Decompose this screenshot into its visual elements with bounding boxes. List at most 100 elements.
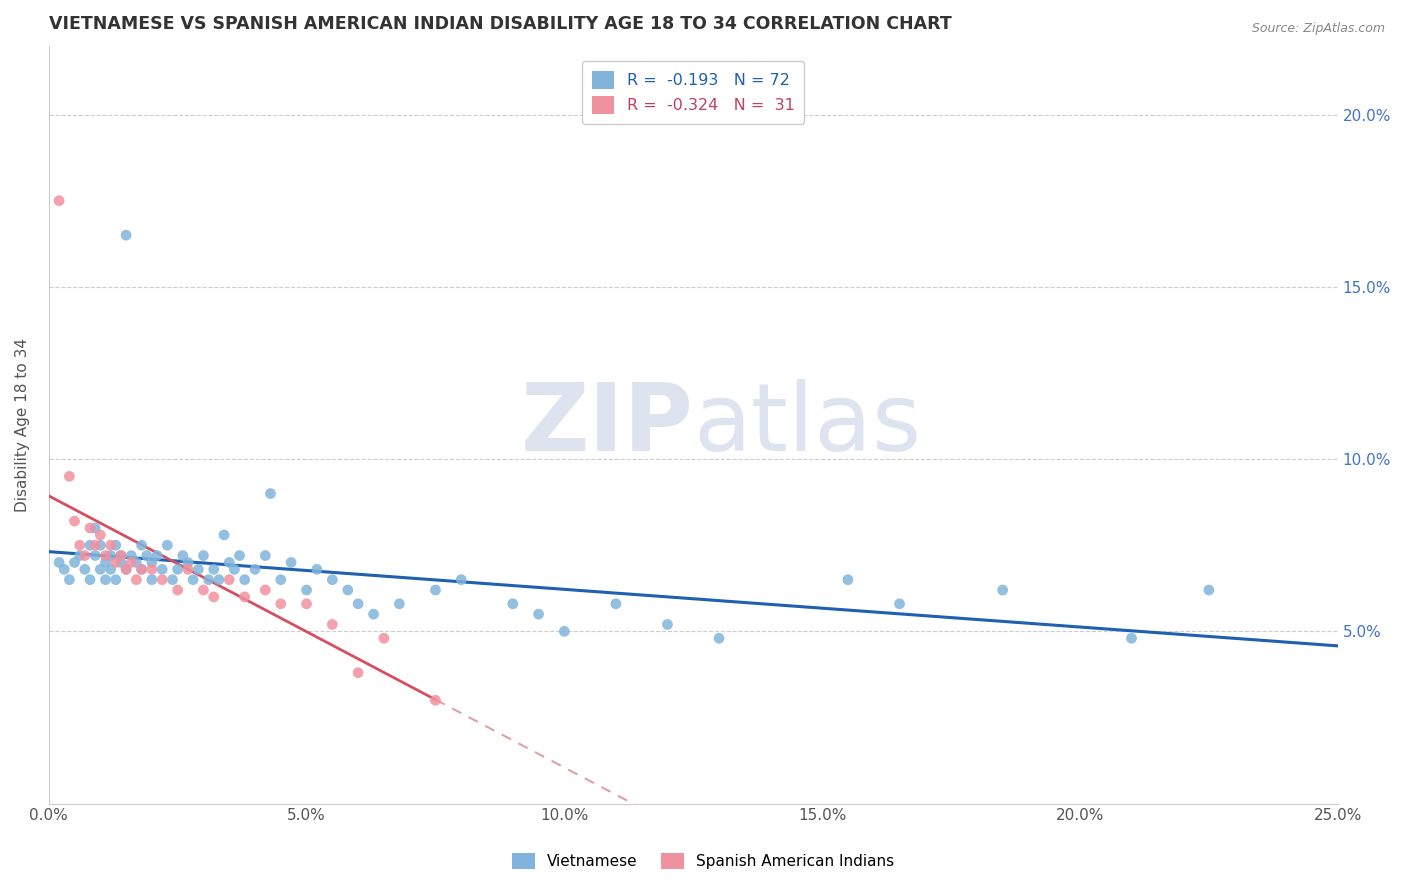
Point <box>94 573 117 587</box>
Point <box>889 597 911 611</box>
Point <box>527 607 550 621</box>
Point <box>657 617 679 632</box>
Point <box>212 528 235 542</box>
Point <box>110 549 132 563</box>
Point <box>233 590 256 604</box>
Point <box>53 562 76 576</box>
Point <box>254 582 277 597</box>
Point <box>94 556 117 570</box>
Point <box>218 556 240 570</box>
Point <box>321 617 343 632</box>
Point <box>254 549 277 563</box>
Point <box>48 556 70 570</box>
Point <box>166 562 188 576</box>
Point <box>48 194 70 208</box>
Point <box>193 582 215 597</box>
Point <box>605 597 627 611</box>
Point <box>131 538 153 552</box>
Point <box>100 562 122 576</box>
Point <box>347 665 370 680</box>
Point <box>100 549 122 563</box>
Point <box>150 573 173 587</box>
Point <box>707 632 730 646</box>
Point <box>135 549 157 563</box>
Point <box>63 556 86 570</box>
Point <box>388 597 411 611</box>
Point <box>373 632 395 646</box>
Point <box>125 556 148 570</box>
Point <box>553 624 575 639</box>
Legend: Vietnamese, Spanish American Indians: Vietnamese, Spanish American Indians <box>506 847 900 875</box>
Point <box>1121 632 1143 646</box>
Point <box>63 514 86 528</box>
Text: Source: ZipAtlas.com: Source: ZipAtlas.com <box>1251 22 1385 36</box>
Point <box>100 538 122 552</box>
Point <box>305 562 328 576</box>
Point <box>295 597 318 611</box>
Point <box>259 486 281 500</box>
Point <box>228 549 250 563</box>
Point <box>110 549 132 563</box>
Point <box>295 582 318 597</box>
Point <box>115 228 138 243</box>
Point <box>79 521 101 535</box>
Point <box>146 549 169 563</box>
Point <box>187 562 209 576</box>
Point <box>104 573 127 587</box>
Point <box>218 573 240 587</box>
Point <box>150 562 173 576</box>
Point <box>177 562 200 576</box>
Point <box>425 693 447 707</box>
Point <box>79 538 101 552</box>
Point <box>89 562 111 576</box>
Point <box>104 556 127 570</box>
Point <box>58 469 80 483</box>
Point <box>120 556 142 570</box>
Point <box>120 549 142 563</box>
Point <box>73 549 96 563</box>
Point <box>131 562 153 576</box>
Point <box>243 562 266 576</box>
Point <box>73 562 96 576</box>
Point <box>270 573 292 587</box>
Point <box>197 573 219 587</box>
Point <box>224 562 246 576</box>
Point <box>141 573 163 587</box>
Text: ZIP: ZIP <box>520 378 693 471</box>
Point <box>991 582 1014 597</box>
Point <box>502 597 524 611</box>
Point <box>166 582 188 597</box>
Point <box>125 573 148 587</box>
Point <box>1198 582 1220 597</box>
Text: VIETNAMESE VS SPANISH AMERICAN INDIAN DISABILITY AGE 18 TO 34 CORRELATION CHART: VIETNAMESE VS SPANISH AMERICAN INDIAN DI… <box>49 15 952 33</box>
Point <box>156 538 179 552</box>
Point <box>181 573 204 587</box>
Legend: R =  -0.193   N = 72, R =  -0.324   N =  31: R = -0.193 N = 72, R = -0.324 N = 31 <box>582 62 804 124</box>
Point <box>270 597 292 611</box>
Point <box>84 538 107 552</box>
Point <box>131 562 153 576</box>
Point <box>58 573 80 587</box>
Point <box>84 521 107 535</box>
Point <box>84 549 107 563</box>
Point <box>79 573 101 587</box>
Point <box>425 582 447 597</box>
Point <box>208 573 231 587</box>
Point <box>141 556 163 570</box>
Point <box>336 582 359 597</box>
Point <box>233 573 256 587</box>
Point <box>202 562 225 576</box>
Y-axis label: Disability Age 18 to 34: Disability Age 18 to 34 <box>15 338 30 512</box>
Point <box>450 573 472 587</box>
Point <box>89 538 111 552</box>
Point <box>347 597 370 611</box>
Point <box>280 556 302 570</box>
Point <box>162 573 184 587</box>
Point <box>69 549 91 563</box>
Point <box>193 549 215 563</box>
Point <box>363 607 385 621</box>
Point <box>202 590 225 604</box>
Point <box>104 538 127 552</box>
Point <box>115 562 138 576</box>
Point <box>110 556 132 570</box>
